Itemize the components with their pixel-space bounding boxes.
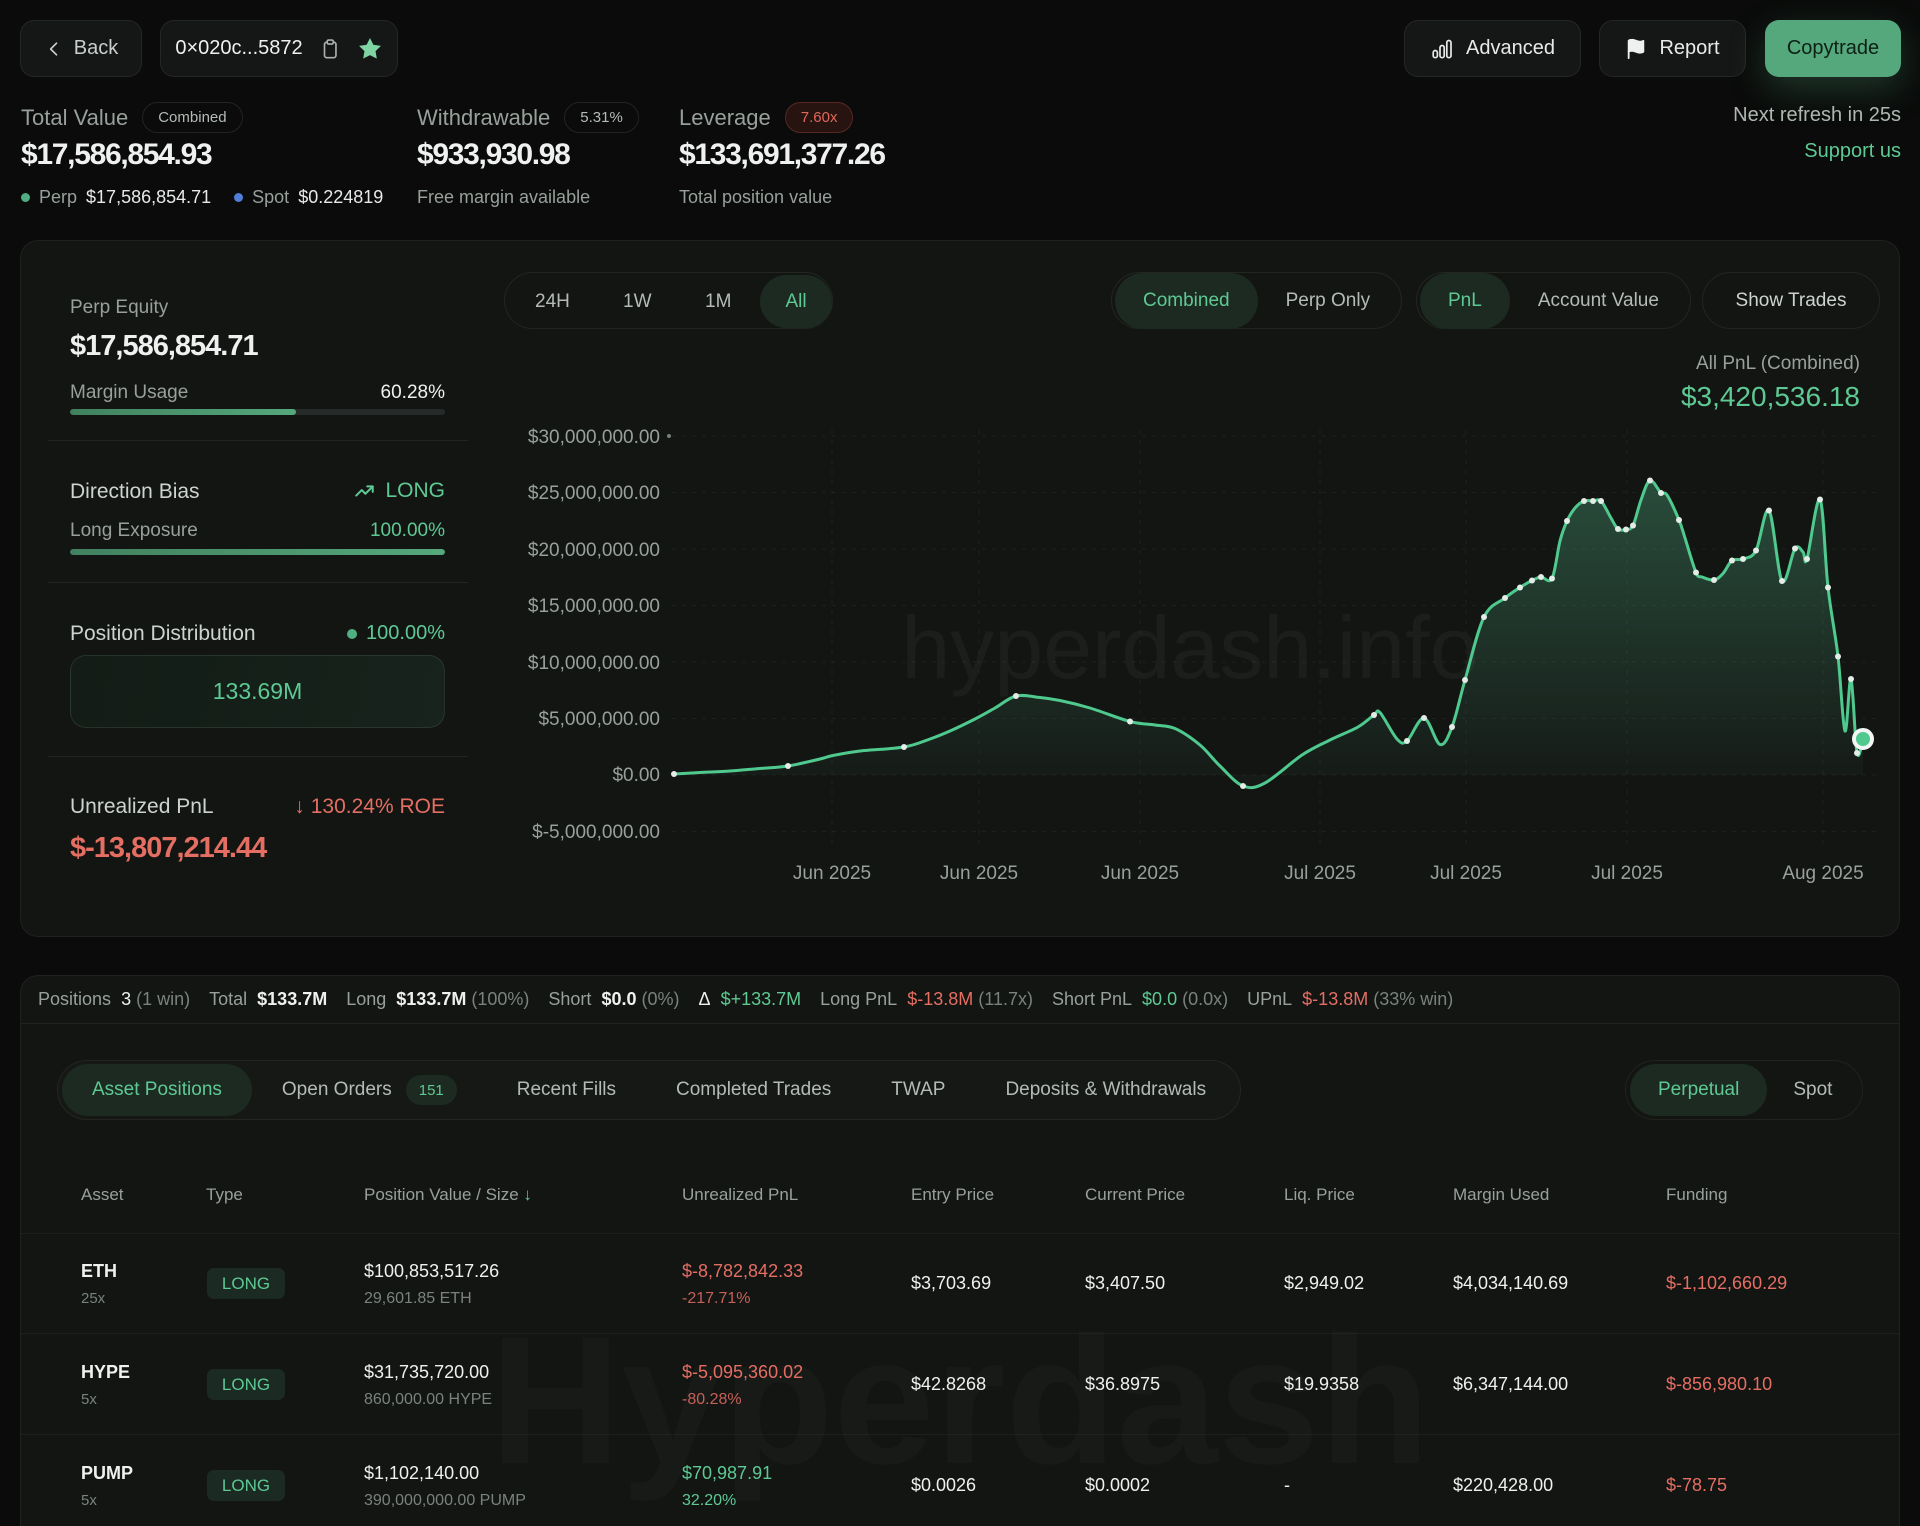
svg-text:hyperdash.info: hyperdash.info bbox=[901, 598, 1478, 697]
